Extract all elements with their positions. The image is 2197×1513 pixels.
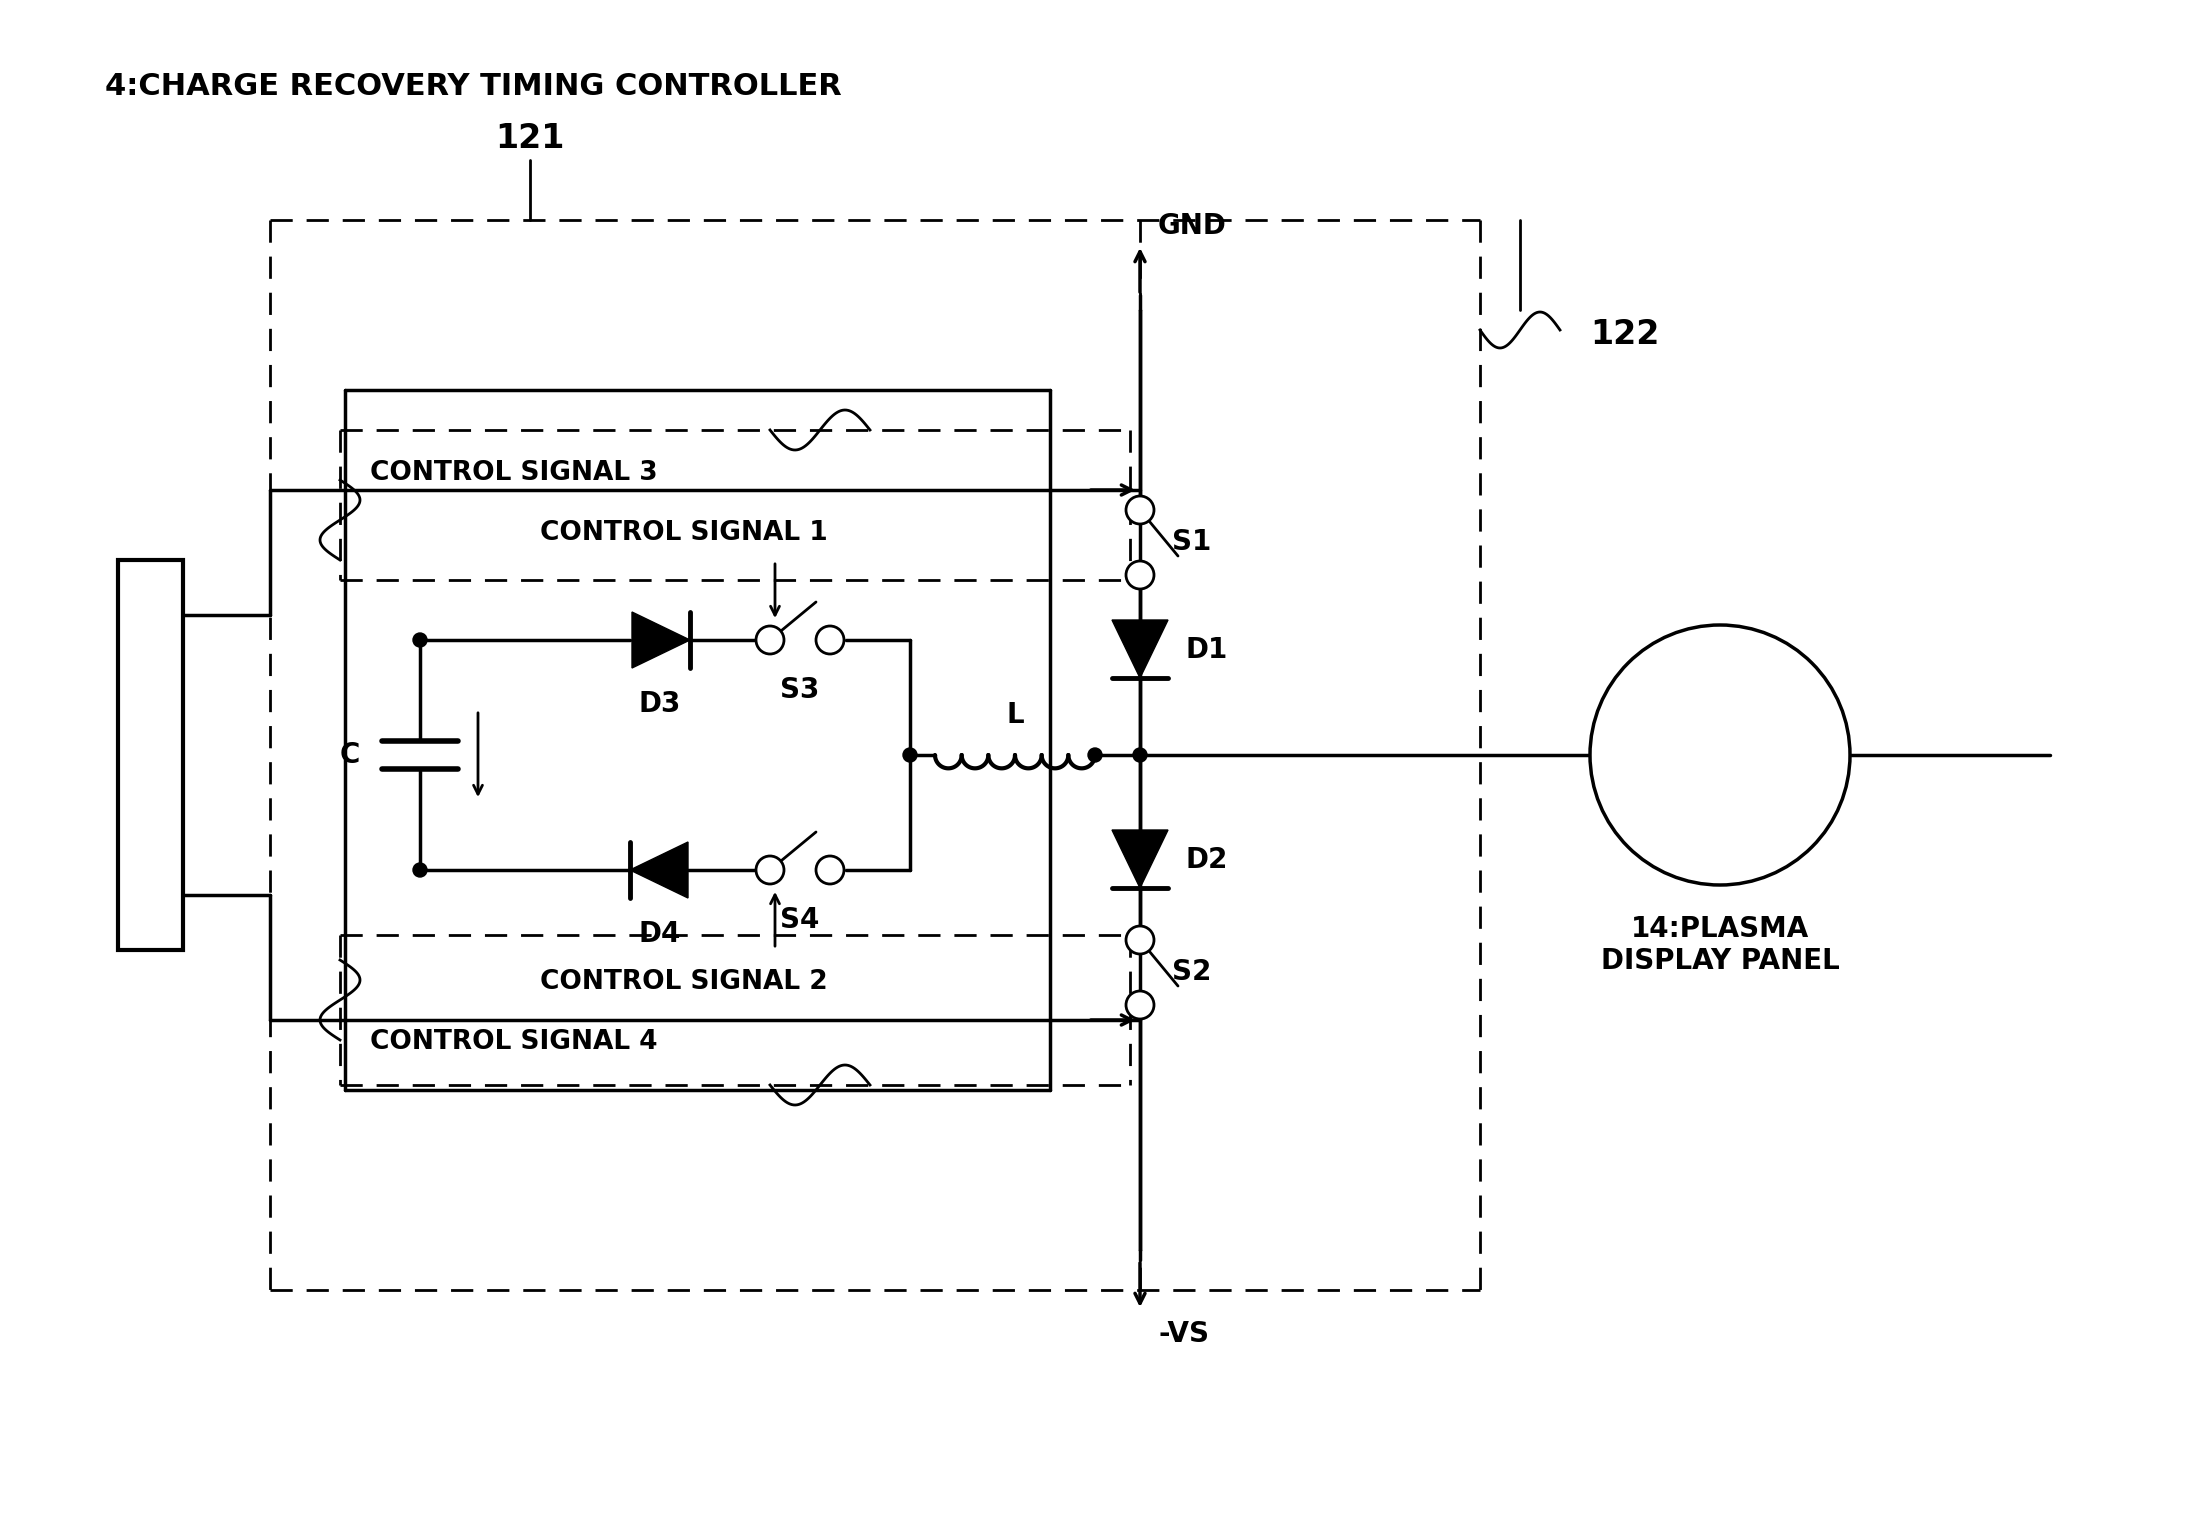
Text: D3: D3	[639, 690, 681, 719]
Circle shape	[815, 856, 844, 884]
Text: CONTROL SIGNAL 2: CONTROL SIGNAL 2	[540, 968, 828, 996]
Circle shape	[1591, 625, 1850, 885]
Text: CONTROL SIGNAL 4: CONTROL SIGNAL 4	[369, 1029, 657, 1055]
Circle shape	[815, 626, 844, 654]
Circle shape	[1127, 991, 1153, 1018]
Text: C: C	[341, 741, 360, 769]
Polygon shape	[1112, 620, 1169, 678]
Text: GND: GND	[1158, 212, 1226, 241]
Circle shape	[1134, 747, 1147, 763]
Text: S4: S4	[780, 906, 819, 934]
Text: CONTROL SIGNAL 3: CONTROL SIGNAL 3	[369, 460, 657, 486]
Polygon shape	[1112, 831, 1169, 888]
Text: 14:PLASMA
DISPLAY PANEL: 14:PLASMA DISPLAY PANEL	[1602, 915, 1839, 976]
Text: S2: S2	[1171, 958, 1211, 986]
Circle shape	[1127, 926, 1153, 955]
Text: 4:CHARGE RECOVERY TIMING CONTROLLER: 4:CHARGE RECOVERY TIMING CONTROLLER	[105, 73, 841, 101]
Text: S1: S1	[1171, 528, 1211, 555]
Text: D4: D4	[639, 920, 681, 949]
Text: 121: 121	[494, 123, 565, 154]
Bar	[119, 560, 182, 950]
Text: CONTROL SIGNAL 1: CONTROL SIGNAL 1	[540, 520, 828, 546]
Circle shape	[413, 862, 426, 878]
Circle shape	[903, 747, 916, 763]
Polygon shape	[633, 611, 690, 669]
Text: D1: D1	[1186, 635, 1228, 664]
Text: S3: S3	[780, 676, 819, 704]
Circle shape	[756, 856, 784, 884]
Text: D2: D2	[1186, 846, 1228, 875]
Text: L: L	[1006, 701, 1024, 729]
Circle shape	[1127, 496, 1153, 523]
Circle shape	[1127, 561, 1153, 589]
Circle shape	[413, 632, 426, 648]
Text: 122: 122	[1591, 319, 1659, 351]
Text: -VS: -VS	[1158, 1319, 1208, 1348]
Polygon shape	[631, 843, 688, 899]
Circle shape	[756, 626, 784, 654]
Circle shape	[1088, 747, 1103, 763]
